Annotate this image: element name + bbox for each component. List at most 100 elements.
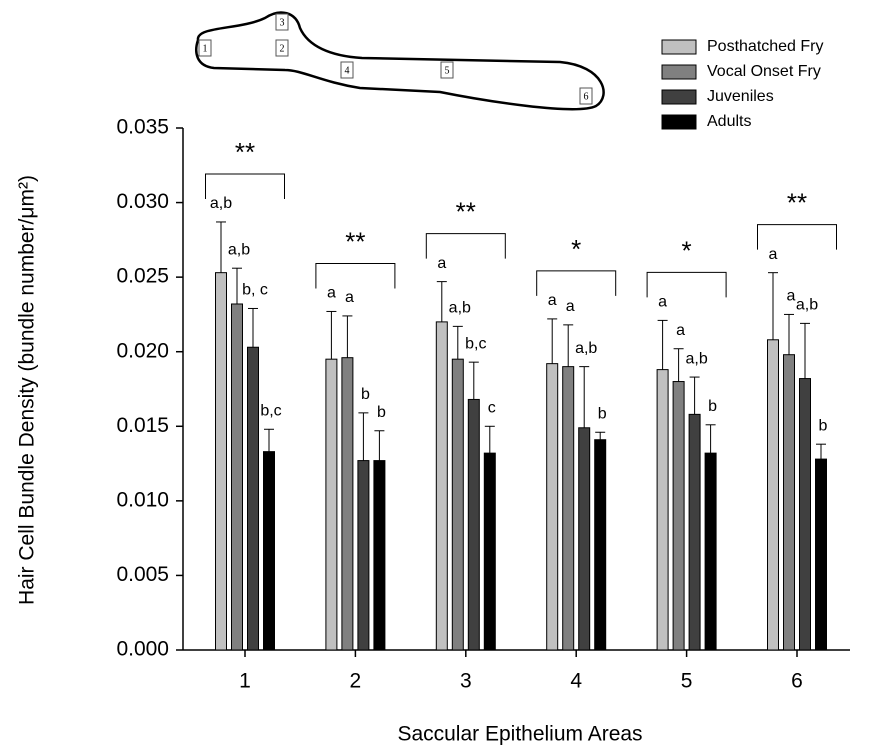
error-bar xyxy=(768,272,778,340)
x-tick-label: 5 xyxy=(681,670,693,693)
error-bar xyxy=(705,424,716,454)
group-letter: b xyxy=(598,405,607,422)
inset-label: 1 xyxy=(203,43,208,54)
legend-label: Juveniles xyxy=(707,88,774,105)
y-tick-label: 0.015 xyxy=(116,414,169,437)
group-letter: b xyxy=(819,417,828,434)
group-letter: a,b xyxy=(210,195,232,212)
group-letter: a xyxy=(345,289,354,306)
group-letter: a,b xyxy=(575,340,597,357)
inset-label: 3 xyxy=(280,17,285,28)
legend-label: Vocal Onset Fry xyxy=(707,63,821,80)
error-bar xyxy=(358,412,369,461)
error-bar xyxy=(689,376,700,415)
bar xyxy=(578,427,591,651)
group-letter: b,c xyxy=(260,402,281,419)
bar xyxy=(799,378,811,651)
significance-bracket xyxy=(425,233,506,259)
group-letter: a xyxy=(658,294,667,311)
group-letter: a,b xyxy=(449,300,471,317)
group-letter: b,c xyxy=(465,335,486,352)
bar xyxy=(357,460,370,651)
bar xyxy=(341,357,354,651)
y-tick-label: 0.020 xyxy=(116,339,169,362)
group-letter: a,b xyxy=(796,297,818,314)
legend-swatch xyxy=(661,114,697,130)
legend-label: Adults xyxy=(707,113,751,130)
error-bar xyxy=(452,325,463,360)
error-bar xyxy=(784,313,794,355)
error-bar xyxy=(374,430,385,461)
legend-swatch xyxy=(661,39,697,55)
bar xyxy=(231,303,243,651)
error-bar xyxy=(547,318,558,364)
significance-bracket xyxy=(646,271,727,298)
significance-bracket xyxy=(315,262,396,289)
error-bar xyxy=(595,431,606,440)
inset-label: 5 xyxy=(445,65,450,76)
bar xyxy=(704,452,717,651)
bar xyxy=(562,366,575,651)
y-axis-label: Hair Cell Bundle Density (bundle number/… xyxy=(16,175,39,605)
x-tick-label: 2 xyxy=(350,670,362,693)
error-bar xyxy=(673,348,684,382)
bar xyxy=(467,398,480,651)
group-letter: a xyxy=(327,285,336,302)
error-bar xyxy=(484,425,495,454)
bar xyxy=(373,460,386,651)
error-bar xyxy=(657,319,668,370)
inset-label: 6 xyxy=(584,91,589,102)
group-letter: b xyxy=(708,398,717,415)
error-bar xyxy=(264,428,274,452)
bar xyxy=(325,358,338,651)
significance-stars: ** xyxy=(235,137,255,167)
error-bar xyxy=(342,315,353,358)
inset-box xyxy=(198,39,212,57)
bar xyxy=(594,439,607,651)
group-letter: a xyxy=(437,255,446,272)
bar xyxy=(688,413,701,651)
significance-bracket xyxy=(536,270,617,296)
error-bar xyxy=(816,443,826,460)
group-letter: b xyxy=(377,404,386,421)
significance-stars: * xyxy=(682,235,692,265)
error-bar xyxy=(436,281,447,322)
error-bar xyxy=(232,267,242,304)
group-letter: a xyxy=(548,292,557,309)
error-bar xyxy=(800,322,810,379)
significance-bracket xyxy=(205,173,285,199)
group-letter: a xyxy=(676,322,685,339)
error-bar xyxy=(216,221,226,273)
significance-bracket xyxy=(757,224,837,250)
bar xyxy=(546,363,559,651)
inset-box xyxy=(440,61,454,79)
bar xyxy=(483,452,496,651)
bar xyxy=(672,381,685,651)
x-tick-label: 4 xyxy=(570,670,582,693)
bar xyxy=(783,354,795,651)
x-axis-label: Saccular Epithelium Areas xyxy=(397,723,642,746)
legend-swatch xyxy=(661,64,697,80)
legend-swatch xyxy=(661,89,697,105)
bar xyxy=(263,451,275,651)
group-letter: c xyxy=(488,400,496,417)
error-bar xyxy=(326,310,337,360)
bar xyxy=(215,272,227,651)
legend-label: Posthatched Fry xyxy=(707,38,824,55)
inset-box xyxy=(275,13,289,31)
group-letter: a xyxy=(566,298,575,315)
significance-stars: * xyxy=(571,234,581,264)
error-bar xyxy=(248,307,258,348)
bar xyxy=(815,458,827,651)
error-bar xyxy=(579,366,590,428)
y-tick-label: 0.030 xyxy=(116,190,169,213)
group-letter: b xyxy=(361,386,370,403)
group-letter: a,b xyxy=(685,350,707,367)
inset-label: 2 xyxy=(280,43,285,54)
group-letter: a xyxy=(769,246,778,263)
error-bar xyxy=(468,361,479,400)
bar xyxy=(451,358,464,651)
bar xyxy=(247,346,259,651)
x-tick-label: 1 xyxy=(239,670,251,693)
